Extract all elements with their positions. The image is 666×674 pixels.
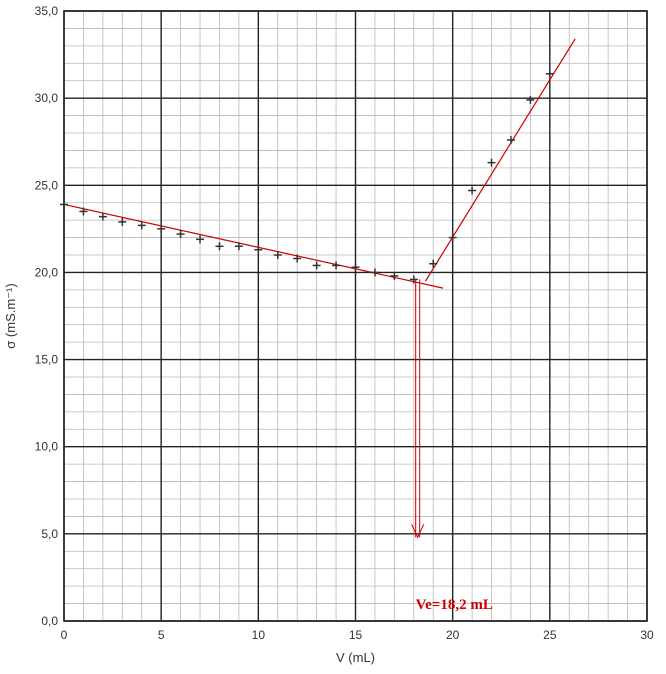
data-point [312, 261, 321, 270]
data-point [234, 242, 243, 251]
y-axis-label: σ (mS.m⁻¹) [3, 283, 18, 348]
data-point [196, 235, 205, 244]
data-point [545, 69, 554, 78]
plot-frame [63, 10, 648, 622]
data-point [468, 186, 477, 195]
x-axis-label: V (mL) [336, 650, 375, 665]
tick-labels: 0 5 10 15 20 25 30 0,0 5,0 10,0 15,0 20,0 25,0 30,0 35… [35, 4, 654, 642]
data-point [254, 245, 263, 254]
data-point [429, 259, 438, 268]
x-tick-label: 30 [640, 628, 654, 642]
data-point [98, 212, 107, 221]
data-point [157, 224, 166, 233]
x-tick-label: 25 [543, 628, 557, 642]
fit-lines [63, 38, 576, 289]
equivalence-marker [411, 279, 425, 539]
y-tick-label: 5,0 [41, 527, 58, 541]
x-tick-label: 5 [158, 628, 165, 642]
fit-line [63, 203, 444, 289]
equivalence-arrow-head [411, 524, 425, 539]
data-point [351, 263, 360, 272]
y-tick-label: 15,0 [35, 353, 59, 367]
major-grid [63, 10, 648, 622]
x-tick-label: 10 [252, 628, 266, 642]
data-point [506, 135, 515, 144]
data-point [176, 230, 185, 239]
data-point [332, 261, 341, 270]
data-point [79, 207, 88, 216]
x-tick-label: 0 [61, 628, 68, 642]
x-tick-label: 20 [446, 628, 460, 642]
equivalence-volume-label: Ve=18,2 mL [416, 597, 493, 613]
y-tick-label: 25,0 [35, 178, 59, 192]
data-point [390, 271, 399, 280]
data-point [293, 254, 302, 263]
data-point [273, 251, 282, 259]
fit-line [424, 38, 576, 282]
data-point [370, 268, 379, 277]
data-points [60, 69, 554, 284]
x-tick-label: 15 [349, 628, 363, 642]
data-point [448, 233, 457, 242]
y-tick-label: 35,0 [35, 4, 59, 18]
y-tick-label: 30,0 [35, 91, 59, 105]
data-point [118, 217, 127, 226]
data-point [526, 95, 535, 104]
y-tick-label: 0,0 [41, 614, 58, 628]
data-point [487, 158, 496, 167]
y-tick-label: 10,0 [35, 440, 59, 454]
data-point [409, 275, 418, 284]
y-tick-label: 20,0 [35, 265, 59, 279]
data-point [60, 200, 68, 209]
data-point [215, 242, 224, 251]
data-point [137, 221, 146, 230]
